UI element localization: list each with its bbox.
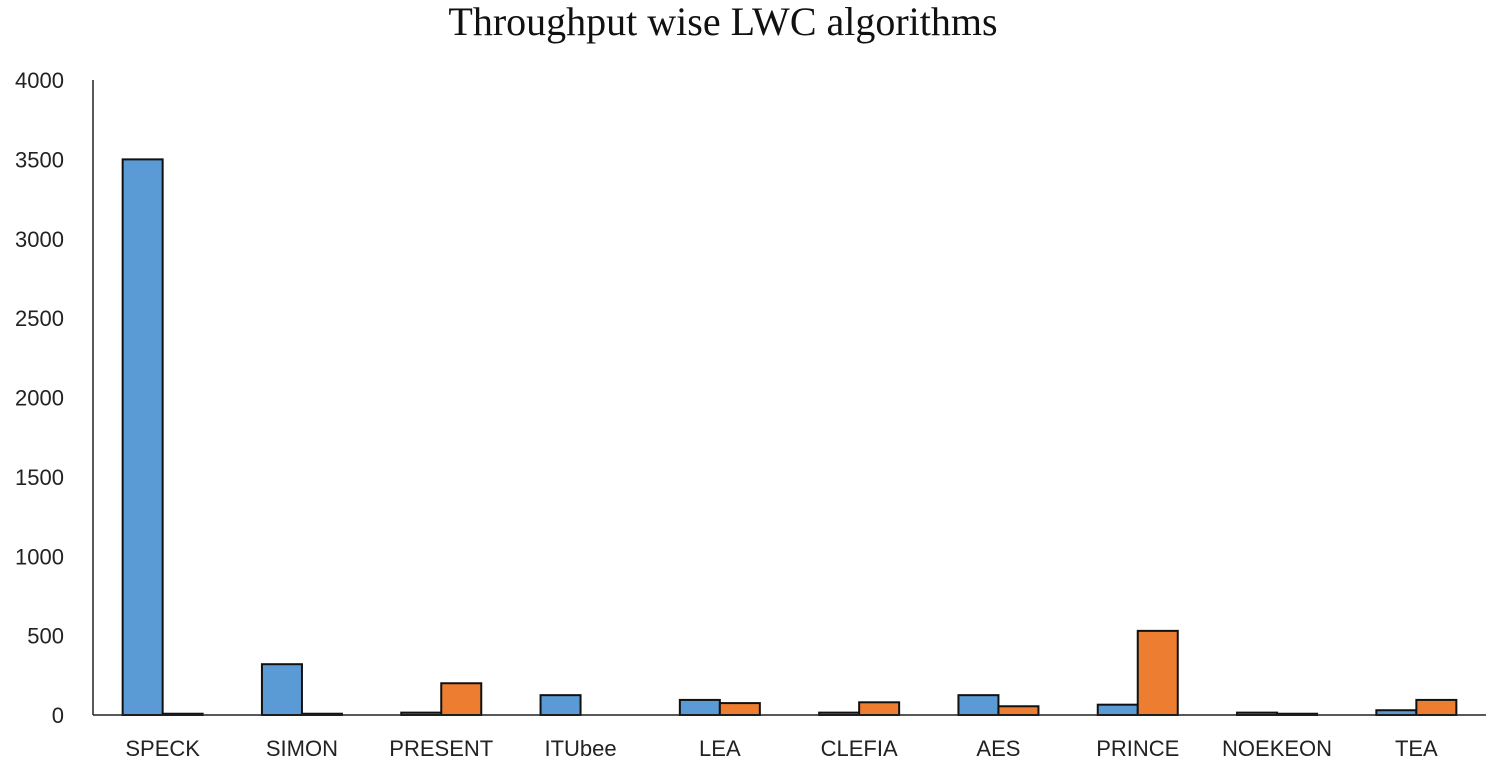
y-tick-label: 2000 (15, 386, 64, 411)
x-tick-label: PRESENT (389, 736, 493, 761)
y-tick-label: 4000 (15, 68, 64, 93)
bar-aes-series-2 (997, 705, 1040, 716)
bars (121, 158, 1458, 717)
y-tick-label: 500 (27, 624, 64, 649)
bar-itubee-series-1 (539, 694, 582, 716)
x-tick-label: SIMON (266, 736, 338, 761)
y-tick-label: 1000 (15, 544, 64, 569)
y-axis-ticks: 0 500 1000 1500 2000 2500 3000 3500 4000 (15, 68, 64, 728)
y-tick-label: 3000 (15, 227, 64, 252)
bar-prince-series-2 (1136, 629, 1179, 716)
x-tick-label: CLEFIA (821, 736, 898, 761)
bar-speck-series-1 (121, 158, 164, 716)
bar-lea-series-2 (718, 702, 761, 716)
bar-simon-series-1 (260, 663, 303, 717)
chart-title: Throughput wise LWC algorithms (448, 0, 998, 44)
bar-tea-series-2 (1415, 698, 1458, 717)
x-tick-label: PRINCE (1096, 736, 1179, 761)
x-tick-label: NOEKEON (1222, 736, 1332, 761)
x-tick-label: AES (976, 736, 1020, 761)
bar-lea-series-1 (678, 698, 721, 717)
y-tick-label: 3500 (15, 147, 64, 172)
x-tick-label: SPECK (125, 736, 200, 761)
x-tick-label: ITUbee (544, 736, 616, 761)
bar-clefia-series-2 (858, 701, 901, 716)
x-tick-label: TEA (1395, 736, 1438, 761)
bar-aes-series-1 (957, 694, 1000, 716)
x-axis-labels: SPECK SIMON PRESENT ITUbee LEA CLEFIA AES PRINC… (125, 736, 1438, 761)
y-tick-label: 0 (52, 703, 64, 728)
y-tick-label: 2500 (15, 306, 64, 331)
y-tick-label: 1500 (15, 465, 64, 490)
bar-prince-series-1 (1096, 703, 1139, 717)
x-tick-label: LEA (699, 736, 741, 761)
bar-present-series-2 (440, 682, 483, 716)
